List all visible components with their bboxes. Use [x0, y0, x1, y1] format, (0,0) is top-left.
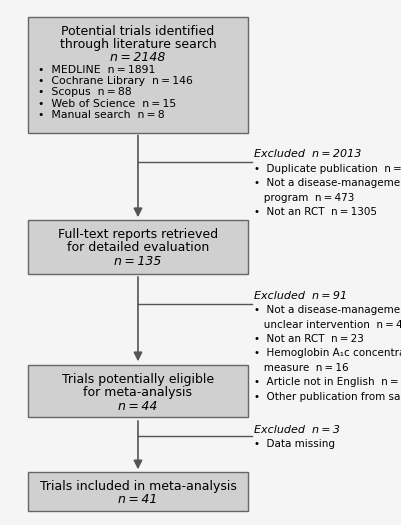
Text: for detailed evaluation: for detailed evaluation — [67, 241, 209, 254]
Text: •  Manual search  n = 8: • Manual search n = 8 — [37, 110, 164, 120]
Text: •  Web of Science  n = 15: • Web of Science n = 15 — [37, 99, 175, 109]
Text: Excluded  n = 91: Excluded n = 91 — [253, 291, 346, 301]
Text: Potential trials identified: Potential trials identified — [61, 25, 214, 38]
Text: •  Duplicate publication  n = 235: • Duplicate publication n = 235 — [253, 164, 401, 174]
Text: Excluded  n = 2013: Excluded n = 2013 — [253, 149, 360, 159]
Text: •  Hemoglobin A₁c concentration not outcome: • Hemoglobin A₁c concentration not outco… — [253, 349, 401, 359]
Text: n = 2148: n = 2148 — [110, 51, 165, 64]
FancyBboxPatch shape — [28, 220, 248, 274]
Text: through literature search: through literature search — [59, 38, 216, 51]
Text: •  Not an RCT  n = 1305: • Not an RCT n = 1305 — [253, 207, 376, 217]
Text: Full-text reports retrieved: Full-text reports retrieved — [58, 228, 217, 241]
FancyBboxPatch shape — [28, 472, 248, 511]
Text: Trials potentially eligible: Trials potentially eligible — [62, 373, 213, 386]
Text: unclear intervention  n = 47: unclear intervention n = 47 — [253, 320, 401, 330]
Text: •  Cochrane Library  n = 146: • Cochrane Library n = 146 — [37, 76, 192, 86]
Text: •  Not an RCT  n = 23: • Not an RCT n = 23 — [253, 334, 363, 344]
Text: for meta-analysis: for meta-analysis — [83, 386, 192, 400]
Text: n = 135: n = 135 — [114, 255, 161, 268]
Text: n = 44: n = 44 — [118, 400, 157, 413]
FancyBboxPatch shape — [28, 365, 248, 417]
Text: Excluded  n = 3: Excluded n = 3 — [253, 425, 339, 435]
Text: Trials included in meta-analysis: Trials included in meta-analysis — [39, 480, 236, 493]
Text: •  Not a disease-management program /: • Not a disease-management program / — [253, 305, 401, 315]
Text: •  MEDLINE  n = 1891: • MEDLINE n = 1891 — [37, 65, 154, 75]
Text: program  n = 473: program n = 473 — [253, 193, 354, 203]
Text: •  Other publication from same trial  n = 3: • Other publication from same trial n = … — [253, 392, 401, 402]
FancyBboxPatch shape — [28, 17, 248, 133]
Text: measure  n = 16: measure n = 16 — [253, 363, 348, 373]
Text: •  Article not in English  n = 2: • Article not in English n = 2 — [253, 377, 401, 387]
Text: n = 41: n = 41 — [118, 494, 157, 506]
Text: •  Not a disease-management: • Not a disease-management — [253, 178, 401, 188]
Text: •  Scopus  n = 88: • Scopus n = 88 — [37, 87, 131, 97]
Text: •  Data missing: • Data missing — [253, 439, 334, 449]
